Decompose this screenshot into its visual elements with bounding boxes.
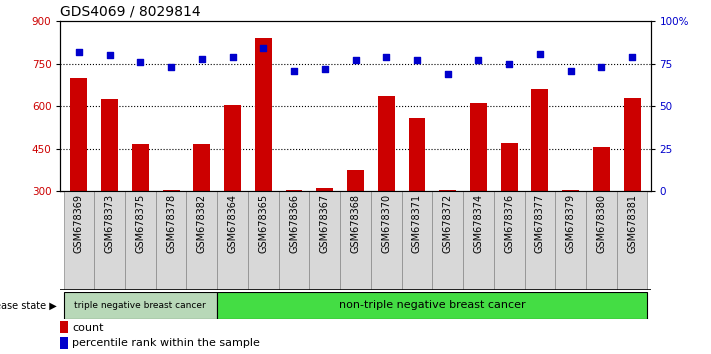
Text: GSM678372: GSM678372 [443,194,453,253]
Bar [531,89,548,191]
Text: non-triple negative breast cancer: non-triple negative breast cancer [339,300,525,310]
Point [73,49,85,55]
Bar [125,191,156,290]
Bar [562,190,579,191]
Bar [186,191,217,290]
Point [596,64,607,70]
Point [380,54,392,60]
Bar [432,191,463,290]
Bar [60,321,68,333]
Text: GSM678369: GSM678369 [74,194,84,253]
Bar [156,191,186,290]
Bar [593,147,610,191]
Bar [163,190,180,191]
Text: GSM678366: GSM678366 [289,194,299,253]
Bar [95,191,125,290]
Point [626,54,638,60]
Bar [470,103,487,191]
Bar [463,191,494,290]
Bar [224,105,241,191]
Text: GSM678365: GSM678365 [258,194,268,253]
Point [350,57,361,63]
Text: count: count [73,322,104,332]
Bar [501,143,518,191]
Bar [279,191,309,290]
Bar [616,191,648,290]
Point [319,66,331,72]
Bar [63,191,95,290]
Bar [217,292,648,319]
Text: GSM678374: GSM678374 [474,194,483,253]
Bar [255,38,272,191]
Text: GSM678373: GSM678373 [105,194,114,253]
Point [257,46,269,51]
Text: GSM678370: GSM678370 [381,194,391,253]
Point [104,52,115,58]
Bar [309,191,340,290]
Bar [316,188,333,191]
Bar [555,191,586,290]
Bar [525,191,555,290]
Point [473,57,484,63]
Text: GSM678381: GSM678381 [627,194,637,253]
Bar [248,191,279,290]
Point [411,57,422,63]
Text: GDS4069 / 8029814: GDS4069 / 8029814 [60,5,201,19]
Point [196,56,208,62]
Text: GSM678380: GSM678380 [597,194,606,253]
Bar [347,170,364,191]
Point [289,68,300,73]
Text: GSM678364: GSM678364 [228,194,237,253]
Text: GSM678378: GSM678378 [166,194,176,253]
Bar [586,191,616,290]
Text: percentile rank within the sample: percentile rank within the sample [73,338,260,348]
Bar [494,191,525,290]
Text: triple negative breast cancer: triple negative breast cancer [75,301,206,310]
Bar [624,98,641,191]
Point [503,61,515,67]
Bar [217,191,248,290]
Point [134,59,146,65]
Point [227,54,238,60]
Bar [340,191,371,290]
Point [565,68,577,73]
Text: GSM678375: GSM678375 [135,194,145,253]
Point [534,51,545,56]
Text: GSM678376: GSM678376 [504,194,514,253]
Bar [439,190,456,191]
Bar [402,191,432,290]
Bar [132,144,149,191]
Text: disease state ▶: disease state ▶ [0,300,57,310]
Bar [378,96,395,191]
Text: GSM678377: GSM678377 [535,194,545,253]
Point [442,71,454,77]
Bar [70,78,87,191]
Text: GSM678382: GSM678382 [197,194,207,253]
Text: GSM678367: GSM678367 [320,194,330,253]
Bar [63,292,217,319]
Bar [286,190,302,191]
Bar [101,99,118,191]
Point [166,64,177,70]
Text: GSM678368: GSM678368 [351,194,360,253]
Bar [371,191,402,290]
Text: GSM678379: GSM678379 [566,194,576,253]
Bar [193,144,210,191]
Text: GSM678371: GSM678371 [412,194,422,253]
Bar [60,337,68,349]
Bar [409,118,425,191]
